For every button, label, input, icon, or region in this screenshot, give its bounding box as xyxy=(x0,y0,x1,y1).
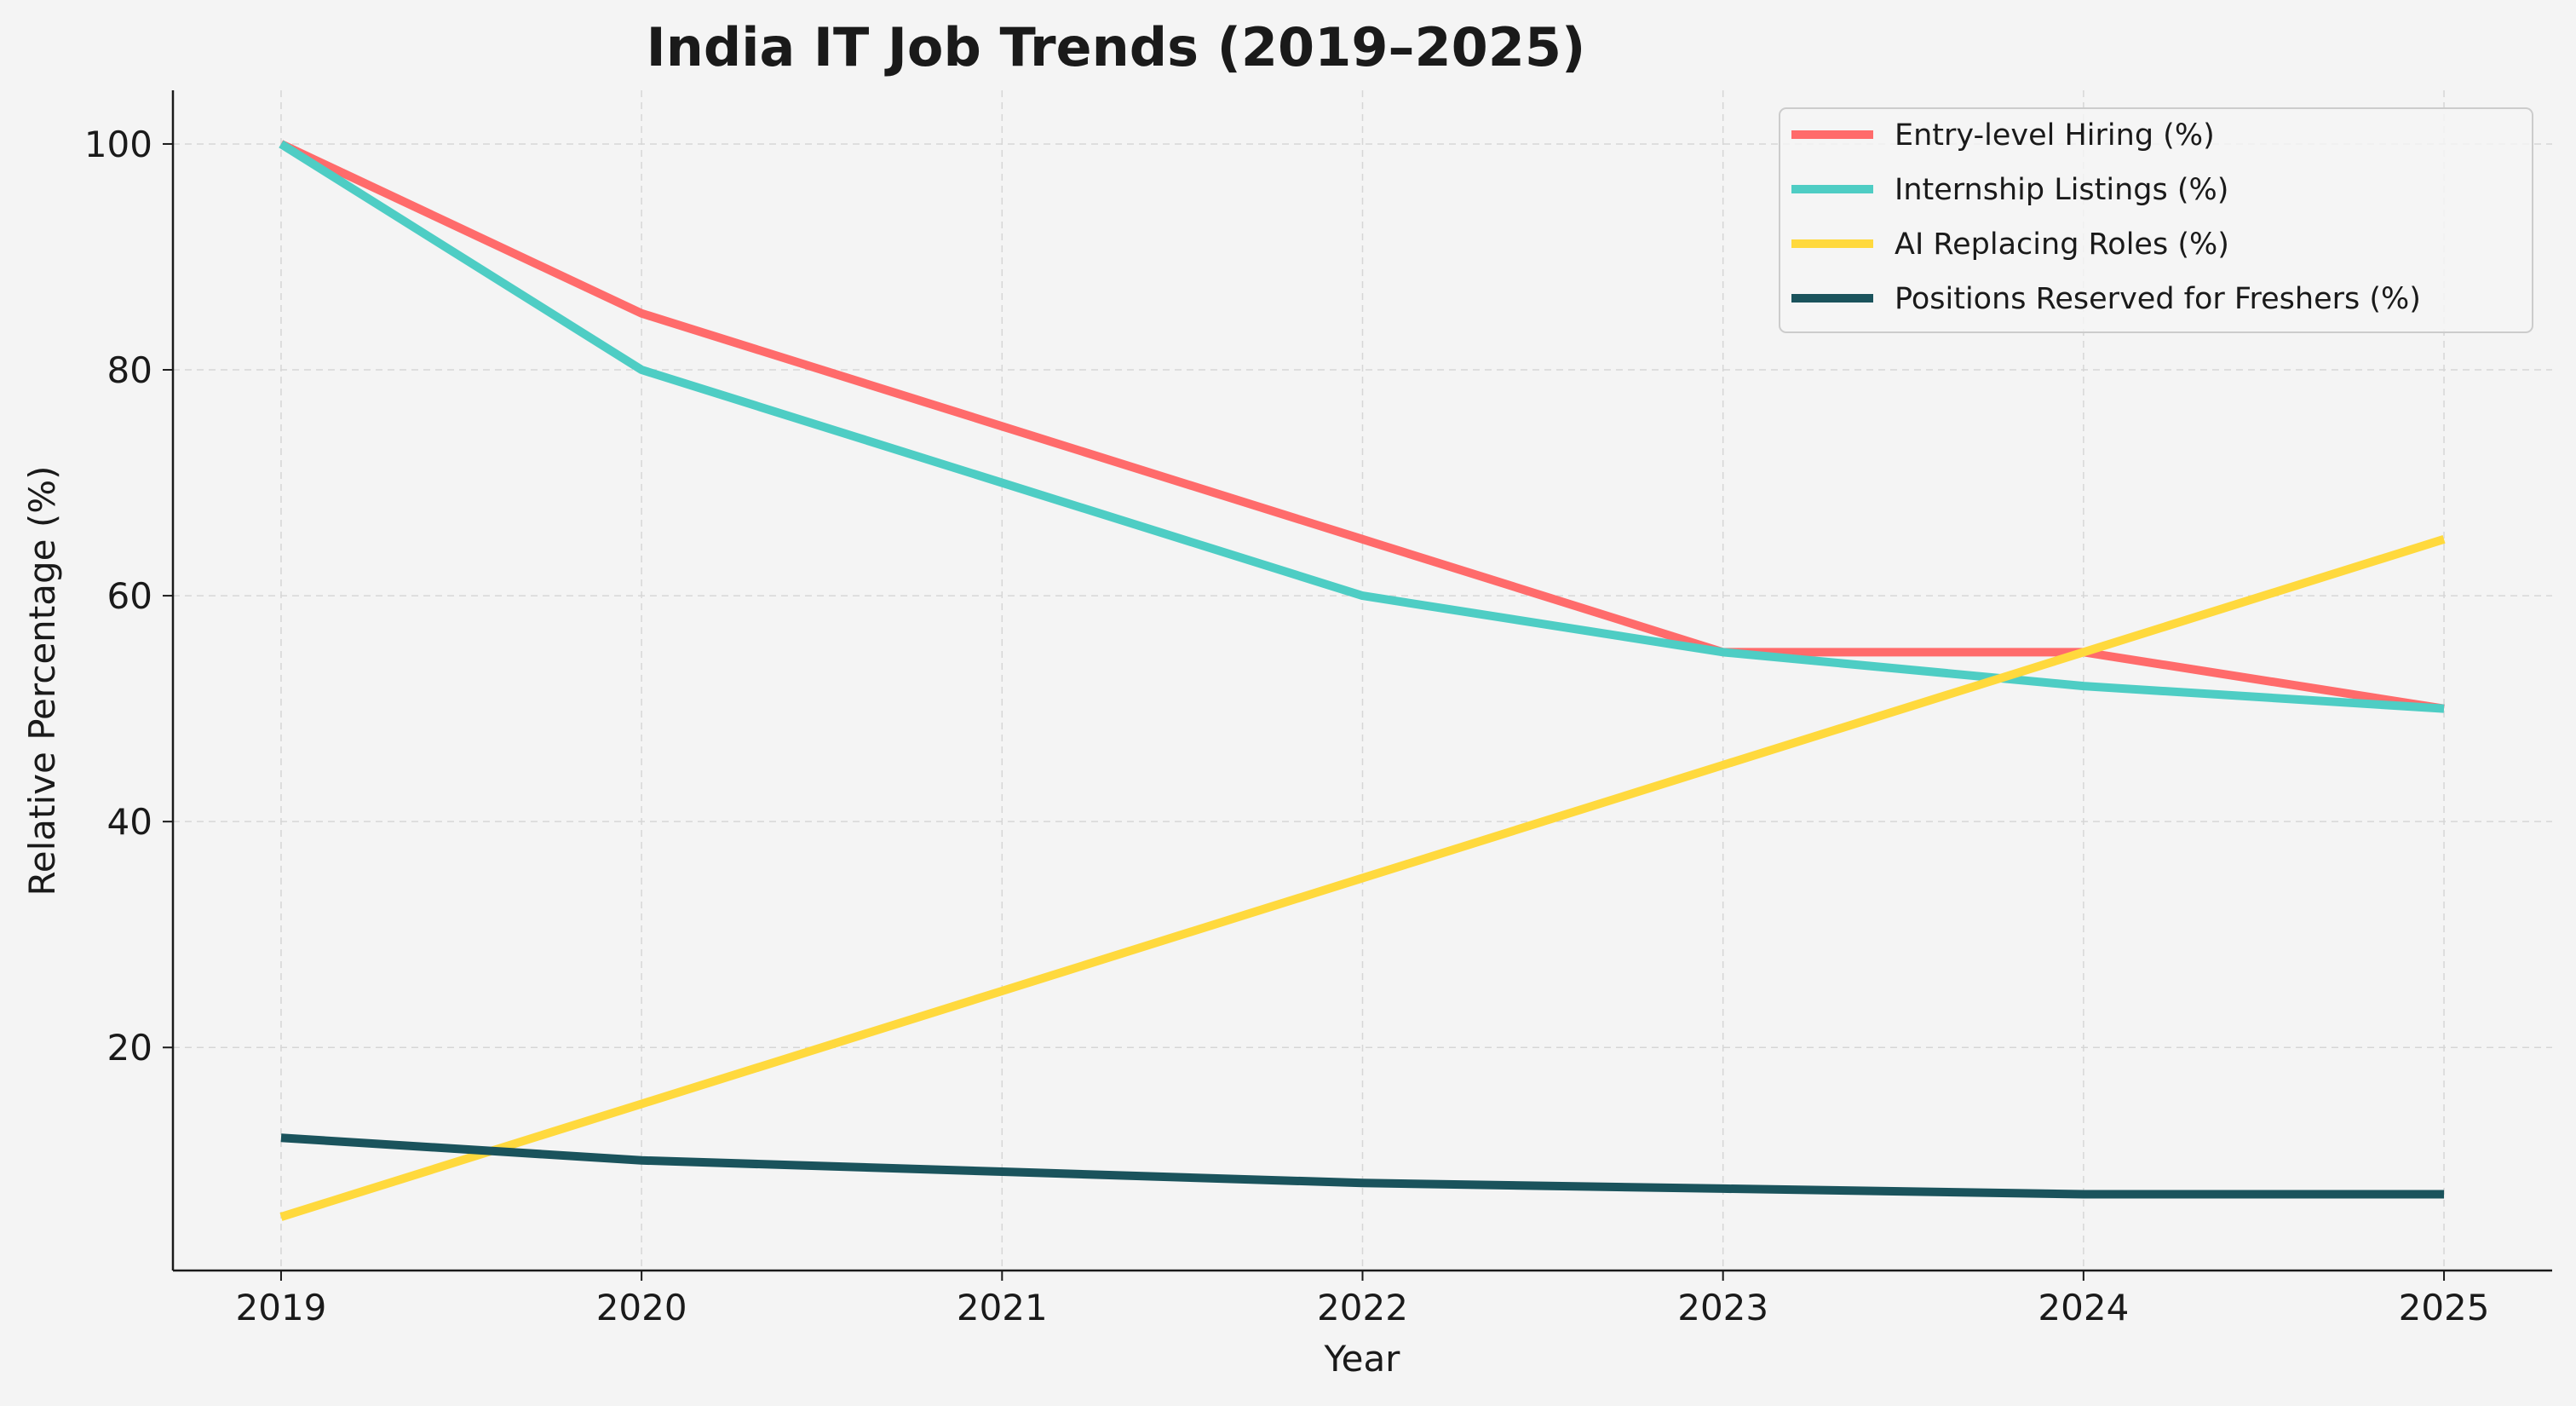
series-lines xyxy=(279,140,2446,1221)
y-tick-label: 20 xyxy=(107,1027,152,1069)
series-line-ai-replacing-roles xyxy=(279,535,2446,1221)
x-axis-label: Year xyxy=(1324,1338,1401,1380)
legend-label: Internship Listings (%) xyxy=(1895,173,2228,207)
y-tick-label: 40 xyxy=(107,801,152,843)
x-tick-label: 2021 xyxy=(957,1287,1048,1328)
ticks: 2019 2020 2021 2022 2023 2024 2025 20 40 60 80 100 xyxy=(84,124,2490,1328)
y-tick-label: 60 xyxy=(107,575,152,617)
x-tick-label: 2019 xyxy=(236,1287,327,1328)
x-tick-label: 2023 xyxy=(1677,1287,1768,1328)
y-tick-label: 100 xyxy=(84,124,152,165)
legend-box xyxy=(1779,107,2533,333)
x-tick-label: 2020 xyxy=(596,1287,687,1328)
legend: Entry-level Hiring (%) Internship Listing… xyxy=(1779,107,2533,333)
chart-title: India IT Job Trends (2019–2025) xyxy=(647,16,1586,78)
y-axis-label: Relative Percentage (%) xyxy=(21,465,63,896)
y-tick-label: 80 xyxy=(107,349,152,391)
series-line-positions-reserved-for-freshers xyxy=(280,1133,2445,1199)
x-tick-label: 2022 xyxy=(1317,1287,1408,1328)
x-tick-label: 2024 xyxy=(2038,1287,2129,1328)
x-tick-label: 2025 xyxy=(2399,1287,2490,1328)
legend-label: Positions Reserved for Freshers (%) xyxy=(1895,282,2421,316)
legend-label: Entry-level Hiring (%) xyxy=(1895,118,2215,153)
legend-label: AI Replacing Roles (%) xyxy=(1895,228,2229,262)
series-line-internship-listings xyxy=(279,140,2445,713)
